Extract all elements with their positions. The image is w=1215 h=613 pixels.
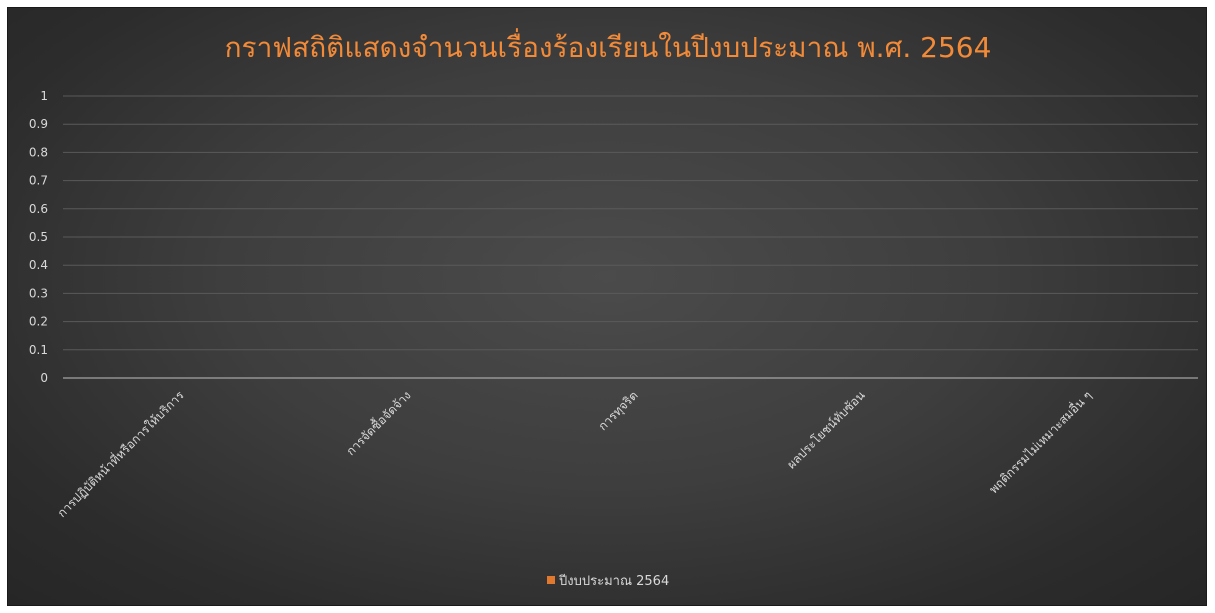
chart-title: กราฟสถิติแสดงจำนวนเรื่องร้องเรียนในปีงบป… (225, 28, 992, 64)
y-tick-label: 0.8 (29, 145, 48, 159)
y-tick-label: 0.3 (29, 286, 48, 300)
x-category-label: การปฏิบัติหน้าที่หรือการให้บริการ (53, 386, 187, 520)
legend-label: ปีงบประมาณ 2564 (558, 573, 669, 589)
y-tick-label: 0.7 (29, 174, 48, 188)
y-tick-label: 1 (40, 89, 48, 103)
y-tick-label: 0.1 (29, 343, 48, 357)
y-tick-label: 0.2 (29, 315, 48, 329)
y-tick-label: 0.5 (29, 230, 48, 244)
gridlines (63, 95, 1198, 351)
legend: ปีงบประมาณ 2564 (547, 573, 669, 589)
y-tick-label: 0.4 (29, 258, 48, 272)
y-tick-label: 0.9 (29, 117, 48, 131)
y-axis-ticks: 0 0.1 0.2 0.3 0.4 0.5 0.6 0.7 0.8 0.9 1 (29, 89, 48, 385)
x-category-label: การทุจริต (596, 388, 642, 434)
x-axis-categories: การปฏิบัติหน้าที่หรือการให้บริการ การจัดซ… (53, 386, 1094, 520)
chart-frame: กราฟสถิติแสดงจำนวนเรื่องร้องเรียนในปีงบป… (7, 7, 1207, 606)
y-tick-label: 0 (40, 371, 48, 385)
x-category-label: พฤติกรรมไม่เหมาะสมอื่น ๆ (985, 387, 1095, 497)
x-category-label: ผลประโยชน์ทับซ้อน (784, 388, 867, 471)
chart-svg: กราฟสถิติแสดงจำนวนเรื่องร้องเรียนในปีงบป… (29, 28, 1198, 589)
x-category-label: การจัดซื้อจัดจ้าง (342, 387, 413, 458)
legend-swatch (547, 576, 555, 584)
y-tick-label: 0.6 (29, 202, 48, 216)
